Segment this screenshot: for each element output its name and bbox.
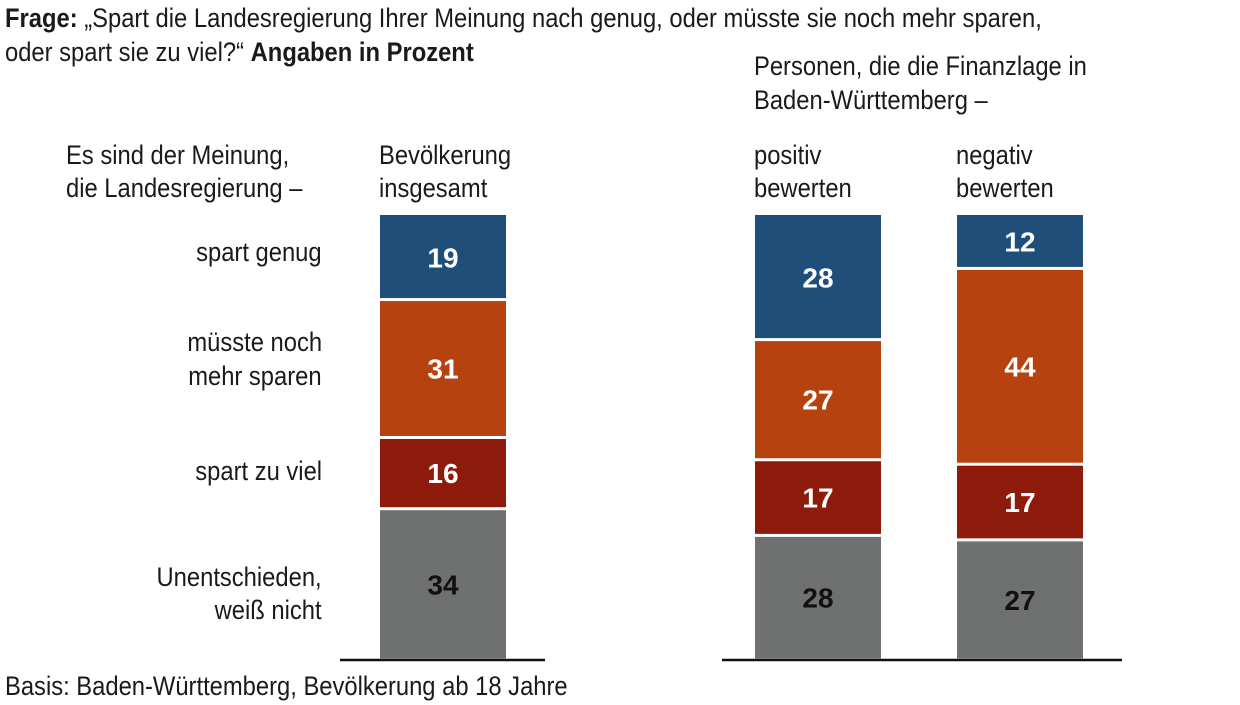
value-label-col0-unentschieden: 34 <box>427 569 459 600</box>
bar-col0-mehr-sparen <box>380 301 506 436</box>
question-line-2: oder spart sie zu viel?“ Angaben in Proz… <box>5 36 474 68</box>
question-prefix: Frage: <box>5 3 78 33</box>
bar-col1-mehr-sparen <box>755 341 881 459</box>
category-label-mehr-sparen-1: müsste noch <box>187 327 322 357</box>
column-header-1-line-2: bewerten <box>754 173 852 203</box>
question-line-1: Frage: „Spart die Landesregierung Ihrer … <box>5 2 1042 34</box>
category-label-unentschieden-2: weiß nicht <box>215 595 322 625</box>
value-label-col2-unentschieden: 27 <box>1004 585 1035 616</box>
category-label-spart-genug: spart genug <box>196 237 322 267</box>
question-suffix: Angaben in Prozent <box>250 37 474 67</box>
bar-col2-unentschieden <box>957 541 1083 659</box>
value-label-col1-unentschieden: 28 <box>802 583 833 614</box>
group-header-line-2: Baden-Württemberg – <box>754 85 988 115</box>
column-header-2-line-1: negativ <box>956 140 1033 170</box>
value-label-col2-spart-genug: 12 <box>1004 227 1035 258</box>
column-header-0-line-2: insgesamt <box>379 173 488 203</box>
bars-group: 19 31 16 34 28 27 17 28 12 44 17 27 <box>380 215 1083 659</box>
value-label-col1-zu-viel: 17 <box>802 483 833 514</box>
bar-col1-zu-viel <box>755 461 881 534</box>
value-label-col0-zu-viel: 16 <box>427 458 458 489</box>
column-header-1-line-1: positiv <box>754 140 822 170</box>
bar-col0-zu-viel <box>380 439 506 508</box>
bar-col1-unentschieden <box>755 536 881 659</box>
column-header-2-line-2: bewerten <box>956 173 1054 203</box>
value-label-col1-mehr-sparen: 27 <box>802 385 833 416</box>
bar-col0-unentschieden <box>380 510 506 659</box>
left-header-line-2: die Landesregierung – <box>66 173 303 203</box>
category-label-mehr-sparen-2: mehr sparen <box>188 361 322 391</box>
bar-col0-spart-genug <box>380 215 506 299</box>
category-label-zu-viel: spart zu viel <box>195 456 322 486</box>
value-label-col1-spart-genug: 28 <box>802 262 833 293</box>
value-label-col2-mehr-sparen: 44 <box>1004 351 1036 382</box>
bar-col2-zu-viel <box>957 465 1083 539</box>
value-label-col0-mehr-sparen: 31 <box>427 354 458 385</box>
left-header-line-1: Es sind der Meinung, <box>66 140 290 170</box>
category-label-unentschieden-1: Unentschieden, <box>156 562 322 592</box>
bar-col2-spart-genug <box>957 215 1083 267</box>
footnote: Basis: Baden-Württemberg, Bevölkerung ab… <box>5 671 568 701</box>
group-header-line-1: Personen, die die Finanzlage in <box>754 51 1087 81</box>
bar-col2-mehr-sparen <box>957 269 1083 463</box>
question-text-1: „Spart die Landesregierung Ihrer Meinung… <box>84 3 1042 33</box>
bar-col1-spart-genug <box>755 215 881 339</box>
value-label-col2-zu-viel: 17 <box>1004 487 1035 518</box>
value-label-col0-spart-genug: 19 <box>427 242 458 273</box>
question-text-2: oder spart sie zu viel?“ <box>5 37 245 67</box>
column-header-0-line-1: Bevölkerung <box>379 140 512 170</box>
